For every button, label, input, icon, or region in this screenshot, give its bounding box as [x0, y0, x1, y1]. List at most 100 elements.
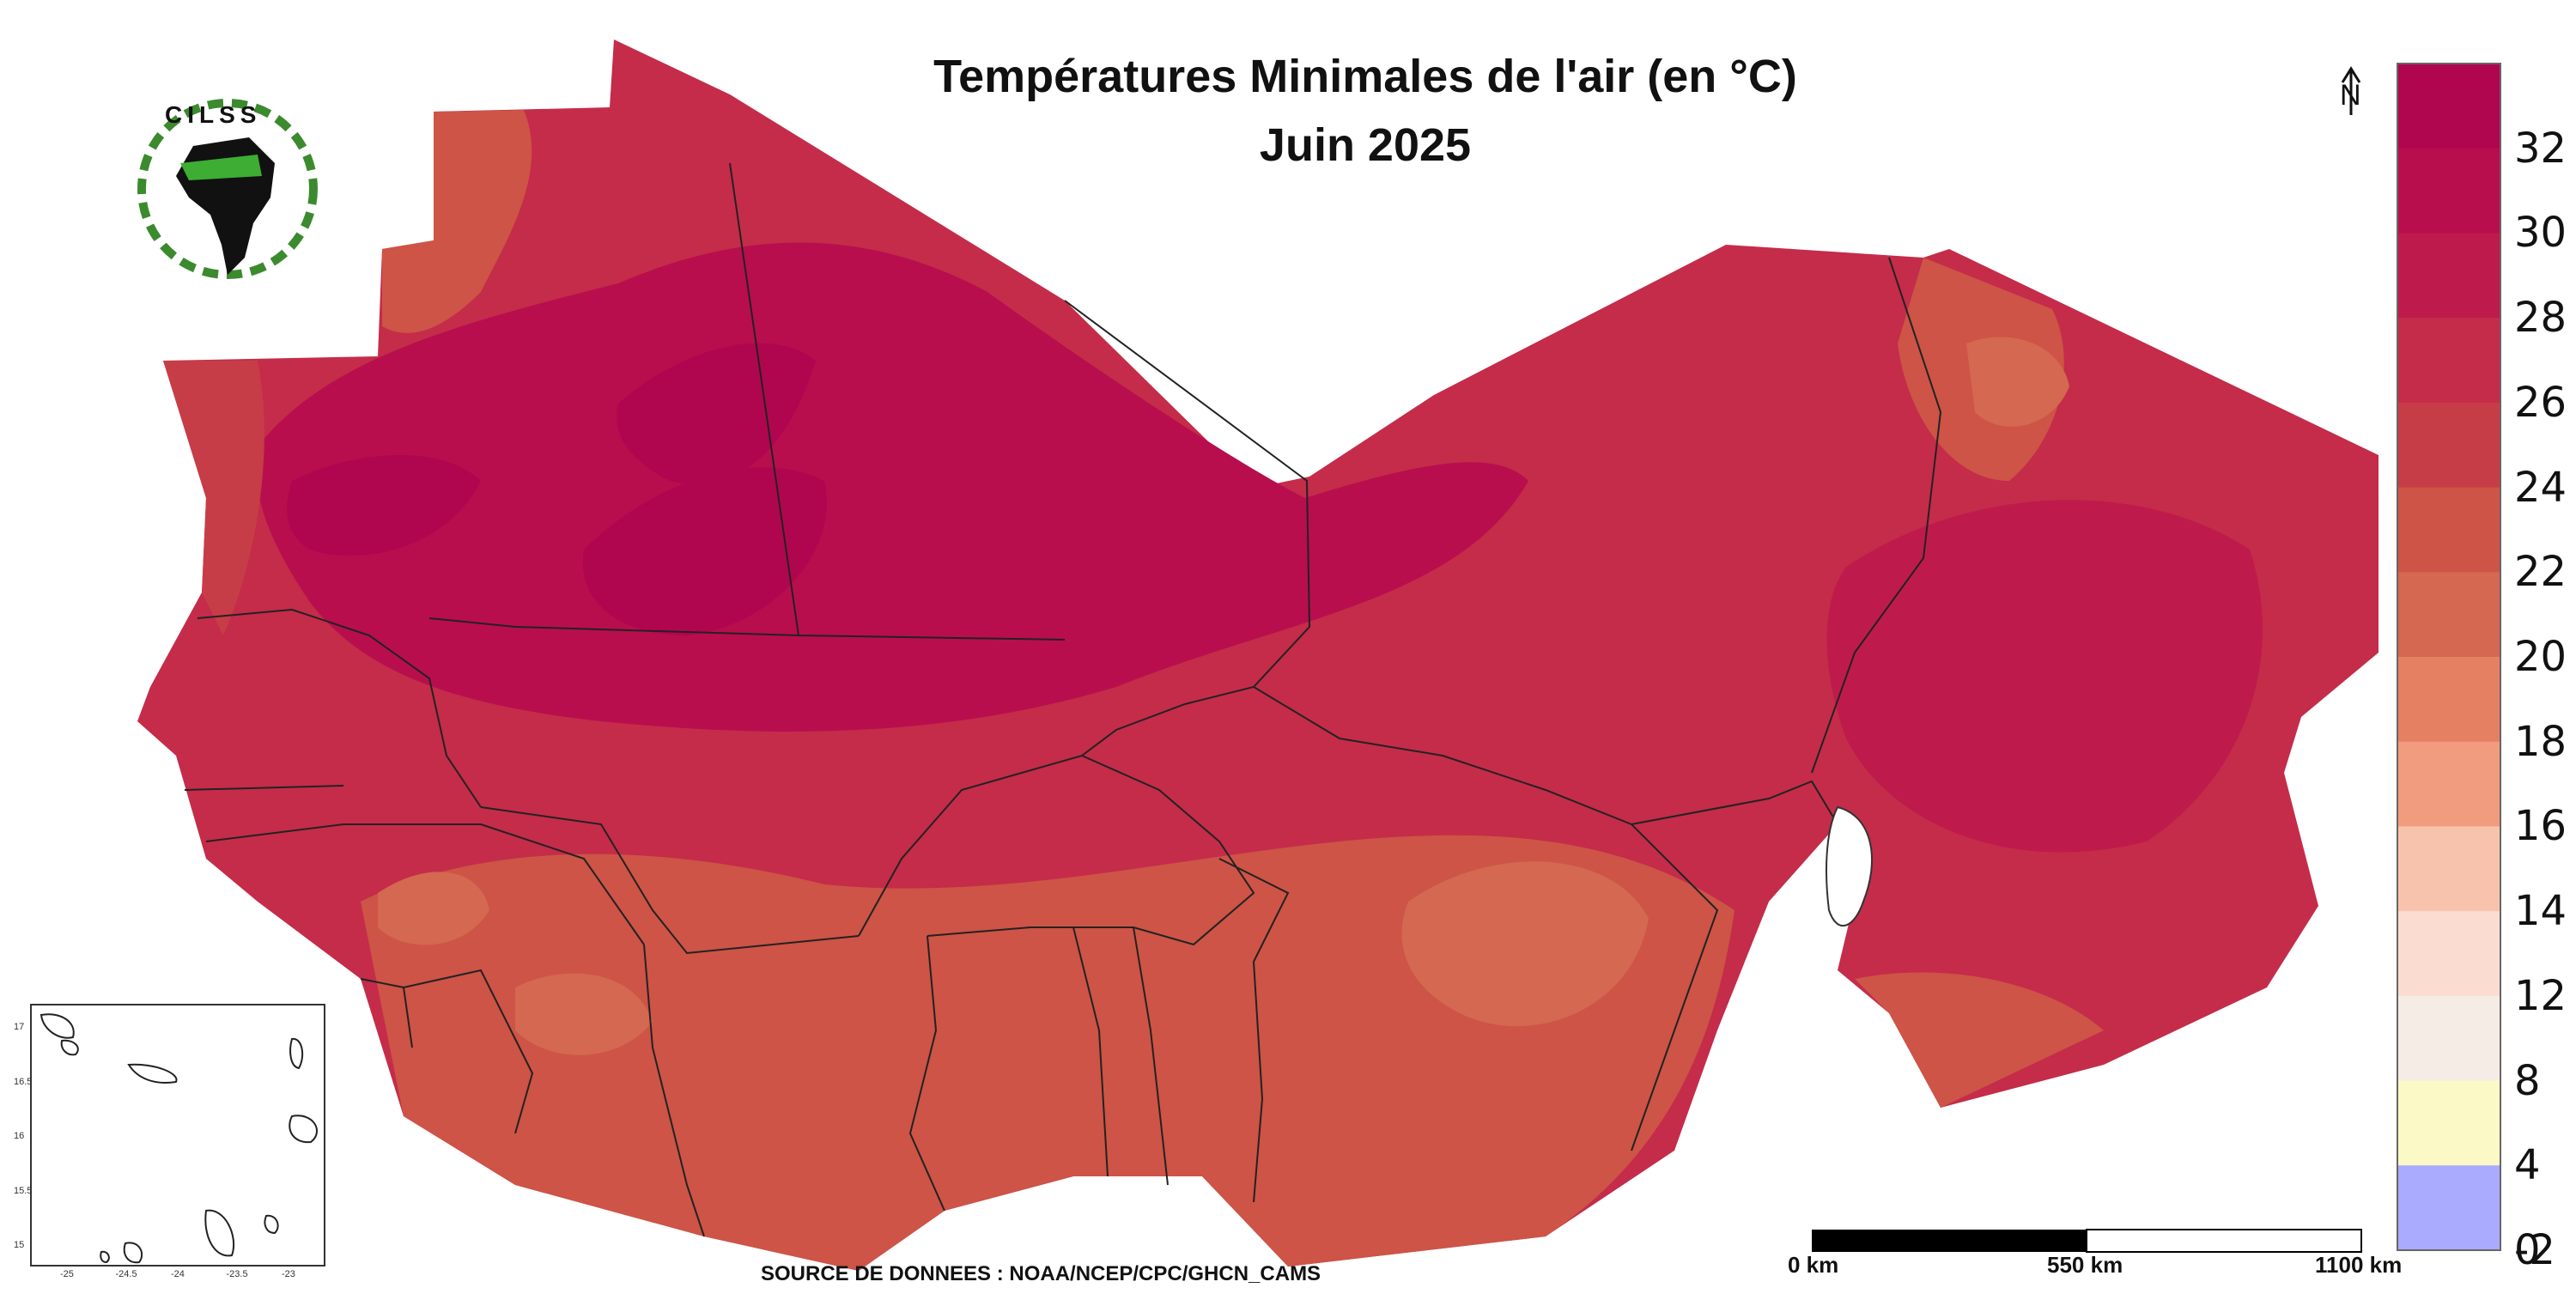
legend-swatch-20 [2397, 572, 2500, 658]
zone-lakechad-cool [1855, 972, 2104, 1108]
legend-swatch-4 [2397, 1080, 2500, 1166]
legend-swatch-22 [2397, 487, 2500, 573]
legend-swatch-16 [2397, 741, 2500, 827]
border-nigeria [1218, 858, 1290, 1203]
zone-northwest-cool [382, 110, 532, 333]
border-gambia [184, 785, 344, 791]
zone-niger-north-patch [1966, 337, 2069, 427]
legend-label-16: 16 [2514, 802, 2567, 851]
inset-y-tick: 16.5 [14, 1076, 33, 1087]
scale-label-1100: 1100 km [2315, 1252, 2403, 1278]
border-sierra-leone [360, 978, 413, 1048]
zone-coast-west [163, 361, 264, 635]
border-burkina [858, 754, 1255, 946]
legend-swatch-12 [2397, 911, 2500, 997]
border-benin [1133, 926, 1169, 1186]
island-boa-vista [289, 1115, 318, 1144]
scale-bar-black [1812, 1230, 2087, 1252]
inset-y-tick: 16 [14, 1131, 25, 1141]
island-sao-vicente [60, 1039, 79, 1056]
legend-label-26: 26 [2514, 378, 2567, 427]
zone-south-patch-2 [378, 872, 489, 945]
map-title: Températures Minimales de l'air (en °C) [933, 51, 1797, 102]
island-sao-nicolau [127, 1063, 178, 1084]
border-mauritania-mali [428, 617, 799, 636]
lake-chad [1826, 805, 1873, 927]
legend-swatch-28 [2397, 233, 2500, 319]
contour-zones [163, 110, 2263, 1271]
legend-label--2: -2 [2514, 1226, 2555, 1274]
island-santo-antao [39, 1013, 75, 1039]
legend-label-24: 24 [2514, 463, 2567, 512]
inset-frame [30, 1004, 325, 1267]
scale-bar [1812, 1229, 2362, 1253]
zone-core-3 [287, 455, 481, 556]
scale-label-0: 0 km [1788, 1252, 1839, 1278]
border-mali-south [480, 806, 860, 955]
inset-islands [39, 1013, 318, 1264]
border-ghana [908, 935, 945, 1212]
legend-frame [2397, 63, 2501, 1251]
zone-south-cool [361, 835, 1735, 1271]
scale-bar-white [2086, 1229, 2362, 1253]
zone-south-patch-3 [515, 973, 653, 1055]
island-santiago [204, 1209, 235, 1257]
cape-verde-inset [30, 1004, 325, 1267]
legend-label-28: 28 [2514, 294, 2567, 343]
border-senegal [197, 608, 482, 808]
legend-label-22: 22 [2514, 548, 2567, 597]
island-brava [100, 1250, 110, 1264]
legend-swatch-32 [2397, 64, 2500, 149]
inset-y-tick: 15 [14, 1240, 25, 1250]
inset-x-tick: -24.5 [115, 1269, 137, 1279]
legend-label-32: 32 [2514, 124, 2567, 173]
legend-swatch-18 [2397, 657, 2500, 743]
north-arrow-icon [2341, 66, 2361, 115]
legend-swatch-8 [2397, 995, 2500, 1082]
legend-label-8: 8 [2514, 1056, 2541, 1105]
legend-swatch-30 [2397, 148, 2500, 234]
island-maio [264, 1214, 279, 1235]
legend-color-bar [2397, 63, 2501, 1251]
north-arrow-label: N [2340, 79, 2361, 112]
legend-label-4: 4 [2514, 1141, 2541, 1190]
inset-x-tick: -25 [60, 1269, 74, 1279]
legend-label-12: 12 [2514, 971, 2567, 1020]
zone-niger-east [1826, 500, 2263, 853]
inset-x-tick: -23 [282, 1269, 295, 1279]
border-nigeria-cameroon [1631, 823, 1719, 1151]
logo-text: CILSS [165, 101, 262, 128]
legend-label-20: 20 [2514, 633, 2567, 681]
island-sal [289, 1037, 304, 1070]
legend-swatch-26 [2397, 318, 2500, 404]
map-subtitle-date: Juin 2025 [1259, 119, 1472, 171]
legend-label-14: 14 [2514, 887, 2567, 936]
sahel-highlight [180, 155, 262, 180]
legend-label-30: 30 [2514, 209, 2567, 258]
inset-y-tick: 17 [14, 1022, 25, 1032]
legend-label-18: 18 [2514, 717, 2567, 766]
zone-core-1 [617, 343, 816, 484]
inset-x-tick: -23.5 [226, 1269, 248, 1279]
legend-swatch-14 [2397, 826, 2500, 912]
zone-south-patch-1 [1401, 861, 1649, 1027]
scale-label-550: 550 km [2047, 1252, 2123, 1278]
africa-silhouette [176, 137, 275, 275]
cilss-logo-icon [137, 99, 318, 279]
border-niger-chad [1811, 257, 1942, 774]
border-guinea [205, 823, 645, 945]
border-niger-south [1253, 686, 1838, 826]
legend-swatch-0 [2397, 1165, 2500, 1251]
legend-label-0: 0 [2514, 1226, 2541, 1274]
country-borders [184, 162, 1942, 1237]
zone-core-2 [582, 467, 828, 635]
border-liberia [403, 969, 534, 1134]
inset-y-tick: 15.5 [14, 1185, 33, 1196]
border-togo [1072, 926, 1109, 1177]
border-ivory-coast [643, 944, 705, 1237]
legend-swatch-24 [2397, 402, 2500, 489]
zone-north-hot [256, 242, 1528, 732]
inset-x-tick: -24 [171, 1269, 185, 1279]
